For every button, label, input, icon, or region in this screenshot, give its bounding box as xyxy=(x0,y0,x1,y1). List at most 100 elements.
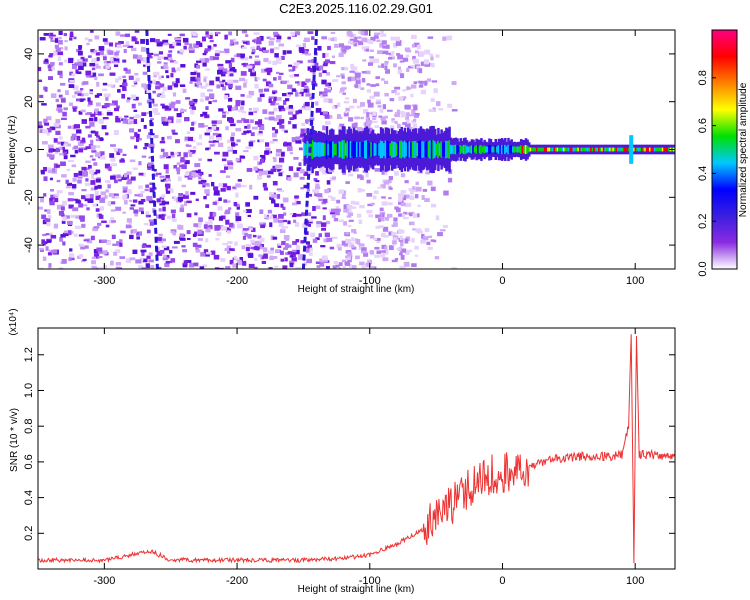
heat-cell xyxy=(193,98,198,103)
signal-core-cell xyxy=(526,145,529,154)
heat-cell xyxy=(396,248,401,251)
heat-cell xyxy=(241,229,248,235)
heat-cell xyxy=(148,252,153,257)
heat-cell xyxy=(40,197,44,203)
heat-cell xyxy=(123,172,128,178)
heat-cell xyxy=(412,55,416,61)
heat-cell xyxy=(65,215,70,219)
heat-cell xyxy=(179,165,185,168)
heat-cell xyxy=(138,193,144,198)
heat-cell xyxy=(122,196,127,201)
heat-cell xyxy=(59,74,63,79)
heat-cell xyxy=(162,152,169,158)
heat-cell xyxy=(77,92,82,96)
heat-cell xyxy=(295,31,301,36)
signal-core-cell xyxy=(367,141,370,158)
heat-cell xyxy=(167,119,172,123)
heat-cell xyxy=(53,138,58,143)
heat-cell xyxy=(49,126,56,131)
signal-core-cell xyxy=(481,146,485,153)
heat-cell xyxy=(333,217,339,222)
heat-cell xyxy=(260,244,265,249)
heat-cell xyxy=(191,106,196,111)
heat-cell xyxy=(161,215,165,221)
heat-cell xyxy=(253,38,259,44)
heat-cell xyxy=(212,212,217,217)
signal-core-cell xyxy=(647,147,650,152)
snr-x-label: Height of straight line (km) xyxy=(298,584,415,595)
heat-cell xyxy=(259,209,264,214)
heat-cell xyxy=(263,247,268,253)
heat-cell xyxy=(280,55,285,60)
heat-cell xyxy=(140,190,145,194)
heat-cell xyxy=(214,267,220,269)
heat-cell xyxy=(384,246,388,250)
heat-cell xyxy=(123,49,127,54)
heat-cell xyxy=(378,115,383,118)
heat-cell xyxy=(130,204,136,207)
heat-cell xyxy=(359,261,365,266)
heat-cell xyxy=(252,234,257,238)
heat-cell xyxy=(367,102,374,108)
heat-cell xyxy=(360,116,364,120)
heat-cell xyxy=(60,234,66,238)
signal-core-cell xyxy=(465,145,469,154)
snr-y-tick-label: 0.8 xyxy=(23,419,35,434)
heat-cell xyxy=(322,215,326,221)
heat-cell xyxy=(241,117,246,122)
heat-cell xyxy=(318,167,325,172)
heat-cell xyxy=(230,248,235,252)
heat-cell xyxy=(366,234,370,237)
signal-core-cell xyxy=(373,143,376,156)
heat-cell xyxy=(245,146,252,150)
heat-cell xyxy=(94,117,98,122)
heat-cell xyxy=(413,58,419,64)
heat-cell xyxy=(48,35,53,39)
heat-cell xyxy=(216,232,222,237)
heat-cell xyxy=(217,267,224,269)
heat-cell xyxy=(299,49,305,54)
heat-cell xyxy=(59,47,64,50)
heat-cell xyxy=(372,117,377,120)
heat-cell xyxy=(66,182,72,186)
heat-cell xyxy=(296,201,301,205)
heat-cell xyxy=(300,107,305,110)
signal-core-cell xyxy=(332,141,335,158)
heat-cell xyxy=(108,166,112,172)
heat-cell xyxy=(227,248,233,251)
heat-cell xyxy=(286,106,290,110)
heat-cell xyxy=(253,166,258,171)
heat-cell xyxy=(47,252,53,256)
heat-cell xyxy=(227,207,232,210)
heat-cell xyxy=(413,106,418,111)
heat-cell xyxy=(413,124,417,127)
heat-cell xyxy=(91,58,97,62)
heat-cell xyxy=(383,234,389,238)
heat-cell xyxy=(399,60,405,63)
signal-core-cell xyxy=(454,144,458,155)
heat-cell xyxy=(394,171,399,176)
heat-cell xyxy=(389,187,393,190)
heat-cell xyxy=(145,263,150,269)
heat-cell xyxy=(51,249,58,254)
colorbar-tick-label: 0.0 xyxy=(697,261,709,276)
heat-cell xyxy=(399,73,405,79)
heat-cell xyxy=(116,116,123,119)
heat-cell xyxy=(185,260,192,263)
heat-cell xyxy=(327,82,332,87)
heat-cell xyxy=(295,249,300,255)
heat-cell xyxy=(451,109,458,112)
heat-cell xyxy=(294,198,299,203)
heat-cell xyxy=(81,137,86,142)
heat-cell xyxy=(46,152,52,155)
heat-cell xyxy=(277,169,281,172)
signal-core-cell xyxy=(650,147,654,152)
heat-cell xyxy=(351,245,355,248)
heat-cell xyxy=(141,112,147,116)
heat-cell xyxy=(235,216,242,222)
snr-y-label: SNR (10 * v/v) xyxy=(9,408,20,472)
heat-cell xyxy=(279,250,284,255)
heat-cell xyxy=(250,239,255,244)
heat-cell xyxy=(407,114,413,117)
